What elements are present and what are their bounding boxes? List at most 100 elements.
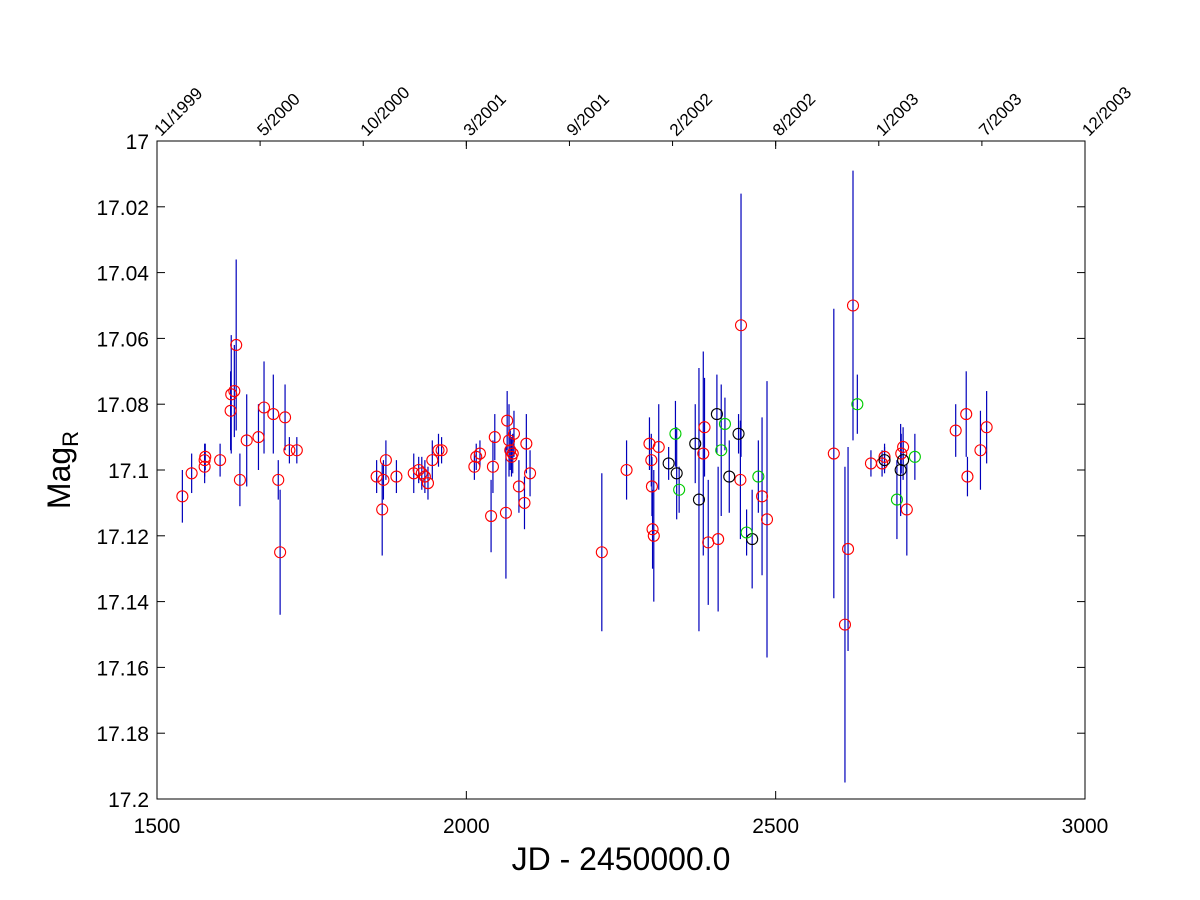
data-point-red [176, 490, 189, 503]
data-point-red [379, 454, 392, 467]
y-tick-label: 17.1 [108, 460, 149, 483]
data-point-red [897, 440, 910, 454]
data-point-red [974, 444, 987, 457]
data-point-black [878, 454, 891, 467]
data-point-black [670, 467, 683, 480]
data-point-red [895, 447, 908, 460]
x-axis-title: JD - 2450000.0 [512, 841, 731, 877]
data-point-red [279, 411, 292, 424]
data-point-red [257, 401, 271, 414]
data-point-red [473, 447, 486, 460]
y-tick-label: 17.08 [96, 394, 149, 417]
data-point-red [501, 414, 514, 427]
data-point-red [838, 618, 852, 631]
data-point-red [283, 444, 296, 457]
data-point-red [652, 440, 665, 454]
data-point-black [692, 493, 706, 506]
data-point-red [376, 503, 389, 516]
y-tick-label: 17.02 [96, 197, 149, 220]
data-point-red [390, 470, 403, 483]
data-point-red [760, 513, 774, 526]
data-point-red [418, 470, 431, 483]
data-point-red [426, 454, 439, 467]
data-point-red [225, 388, 238, 401]
data-point-red [697, 447, 710, 460]
data-point-red [274, 546, 287, 559]
data-point-black [723, 470, 736, 483]
data-point-green [673, 483, 686, 496]
y-tick-label: 17.04 [96, 263, 149, 286]
data-point-red [645, 480, 658, 493]
data-point-red [712, 533, 725, 546]
data-point-red [228, 384, 241, 398]
error-bars [181, 170, 988, 783]
data-point-red [595, 546, 608, 559]
y-axis-title: MagR [41, 431, 83, 509]
data-point-red [486, 460, 499, 473]
axis-ticks [156, 140, 1086, 800]
data-point-green [715, 444, 728, 457]
data-point-red [214, 454, 227, 467]
data-point-red [421, 477, 435, 490]
data-point-red [267, 408, 280, 421]
data-point-black [689, 437, 702, 450]
data-point-red [432, 444, 445, 457]
data-point-red [645, 454, 658, 467]
data-point-green [890, 493, 903, 506]
data-point-red [512, 480, 525, 493]
data-point-red [734, 473, 747, 486]
data-point-red [185, 467, 198, 480]
y-tick-label: 17.16 [96, 657, 149, 680]
data-point-red [499, 506, 512, 519]
y-axis-tick-labels: 17 17.02 17.04 17.06 17.08 17.1 17.12 17.14 17.1… [96, 131, 149, 812]
data-point-red [846, 299, 860, 312]
x-tick-label: 3000 [1062, 815, 1109, 838]
y-tick-label: 17.18 [96, 723, 149, 746]
data-point-red [468, 460, 481, 473]
data-point-red [240, 434, 253, 447]
data-point-red [506, 447, 519, 460]
y-tick-label: 17.2 [108, 789, 149, 812]
data-point-red [470, 450, 483, 463]
data-point-black [662, 457, 675, 470]
data-point-red [647, 529, 660, 542]
data-point-red [518, 496, 531, 509]
data-point-red [370, 470, 383, 483]
x-axis-tick-labels: 1500 2000 2500 3000 [134, 815, 1109, 838]
y-axis-title-subscript: R [58, 431, 83, 447]
x-tick-label: 1500 [134, 815, 181, 838]
data-point-red [827, 447, 840, 460]
x-tick-label: 2000 [443, 815, 490, 838]
y-axis-title-main: Mag [41, 447, 77, 509]
data-point-red [646, 523, 659, 536]
data-point-red [233, 473, 246, 486]
data-point-red [756, 490, 769, 503]
data-point-red [377, 473, 390, 486]
data-point-red [504, 444, 517, 457]
data-point-black [732, 427, 745, 440]
data-point-red [224, 404, 237, 417]
data-point-red [198, 460, 211, 473]
data-point-red [488, 431, 501, 444]
data-point-red [698, 421, 711, 434]
y-tick-label: 17 [126, 131, 149, 154]
data-point-green [752, 470, 765, 483]
data-point-red [960, 408, 973, 421]
data-point-red [734, 319, 748, 332]
data-point-green [718, 417, 731, 430]
data-point-red [412, 463, 425, 477]
data-point-green [851, 398, 864, 411]
data-point-red [876, 457, 889, 470]
data-point-red [415, 467, 428, 480]
data-point-red [980, 421, 993, 434]
y-tick-label: 17.06 [96, 328, 149, 351]
data-point-red [520, 437, 533, 450]
data-point-red [252, 431, 265, 444]
y-tick-label: 17.14 [96, 592, 149, 615]
data-point-green [740, 526, 753, 539]
data-point-black [897, 454, 910, 467]
data-point-green [908, 450, 921, 463]
data-point-red [524, 467, 537, 480]
data-point-red [878, 450, 891, 463]
